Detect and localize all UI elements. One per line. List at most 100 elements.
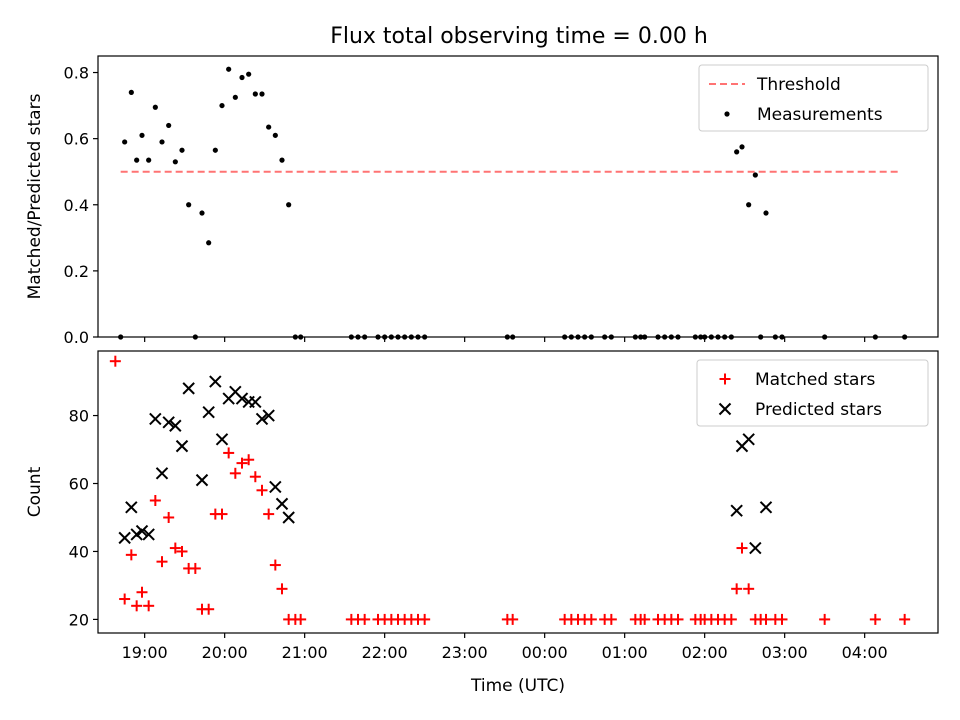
data-point bbox=[195, 473, 209, 487]
data-point bbox=[295, 613, 307, 625]
data-point bbox=[749, 541, 762, 555]
data-point bbox=[236, 457, 248, 469]
data-point bbox=[736, 542, 748, 554]
x-tick-label: 04:00 bbox=[842, 643, 888, 662]
x-axis-label: Time (UTC) bbox=[470, 676, 565, 696]
data-point bbox=[119, 593, 131, 605]
data-point bbox=[226, 66, 232, 72]
data-point bbox=[742, 433, 755, 446]
data-point bbox=[152, 104, 158, 110]
top-axes-frame bbox=[97, 55, 939, 338]
data-point bbox=[209, 375, 222, 388]
data-point bbox=[223, 447, 235, 459]
data-point bbox=[869, 613, 881, 625]
y-tick-label: 0.4 bbox=[64, 196, 89, 215]
data-point bbox=[172, 159, 178, 165]
y-tick-label: 60 bbox=[69, 475, 89, 494]
top-panel: 0.0 0.2 0.4 0.6 0.8 Matched/Predicted stars Th… bbox=[25, 55, 939, 347]
data-point bbox=[235, 392, 249, 405]
legend-entry: Predicted stars bbox=[718, 400, 882, 420]
data-point bbox=[605, 613, 617, 625]
data-point bbox=[269, 480, 282, 494]
data-point bbox=[269, 559, 281, 571]
x-tick-label: 23:00 bbox=[442, 643, 488, 662]
data-point bbox=[507, 613, 519, 625]
data-point bbox=[219, 102, 225, 109]
bottom-y-axis-label: Count bbox=[25, 466, 45, 517]
data-point bbox=[118, 531, 131, 545]
data-point bbox=[731, 583, 743, 595]
data-point bbox=[899, 613, 911, 625]
data-point bbox=[232, 94, 238, 100]
data-point bbox=[202, 405, 215, 419]
data-point bbox=[819, 613, 831, 625]
data-point bbox=[109, 355, 121, 367]
data-point bbox=[746, 202, 752, 208]
data-point bbox=[639, 613, 651, 625]
data-point bbox=[275, 497, 289, 511]
data-point bbox=[143, 600, 155, 612]
data-point bbox=[759, 501, 773, 514]
legend-label: Threshold bbox=[756, 75, 841, 95]
data-point bbox=[125, 549, 137, 561]
data-point bbox=[215, 433, 229, 446]
legend-entry: Threshold bbox=[709, 75, 841, 95]
x-tick-label: 19:00 bbox=[122, 643, 168, 662]
data-point bbox=[763, 210, 769, 216]
x-tick-label: 01:00 bbox=[602, 643, 648, 662]
data-point bbox=[179, 147, 185, 153]
data-point bbox=[136, 586, 148, 598]
data-point bbox=[286, 202, 292, 208]
data-point bbox=[162, 416, 175, 429]
data-point bbox=[128, 89, 134, 95]
figure-title: Flux total observing time = 0.00 h bbox=[330, 24, 708, 49]
data-point bbox=[149, 412, 162, 426]
data-point bbox=[739, 144, 745, 150]
data-point bbox=[212, 147, 218, 153]
data-point bbox=[206, 240, 212, 246]
y-tick-label: 0.6 bbox=[64, 130, 89, 149]
x-tick-label: 02:00 bbox=[682, 643, 728, 662]
data-point bbox=[169, 419, 182, 432]
data-point bbox=[176, 545, 188, 557]
data-point bbox=[419, 613, 431, 625]
data-point bbox=[166, 122, 172, 129]
data-point bbox=[182, 382, 195, 395]
legend-label: Measurements bbox=[757, 105, 883, 125]
data-point bbox=[186, 202, 192, 208]
legend-label: Matched stars bbox=[755, 370, 875, 390]
data-point bbox=[259, 91, 265, 97]
data-point bbox=[135, 524, 149, 538]
top-legend: Threshold Measurements bbox=[698, 64, 929, 132]
data-point bbox=[776, 613, 788, 625]
x-tick-label: 21:00 bbox=[282, 643, 328, 662]
data-point bbox=[156, 556, 168, 568]
data-point bbox=[279, 157, 285, 163]
x-tick-label: 00:00 bbox=[522, 643, 568, 662]
top-y-axis-label: Matched/Predicted stars bbox=[25, 93, 45, 299]
data-point bbox=[131, 600, 143, 612]
data-point bbox=[760, 613, 772, 625]
y-tick-label: 20 bbox=[69, 610, 89, 629]
y-tick-label: 0.2 bbox=[64, 262, 89, 281]
bottom-axes-frame bbox=[97, 350, 939, 634]
legend-swatch bbox=[724, 111, 730, 117]
bottom-legend: Matched stars Predicted stars bbox=[696, 359, 929, 427]
data-point bbox=[359, 613, 371, 625]
data-point bbox=[272, 132, 278, 138]
y-tick-label: 40 bbox=[69, 542, 89, 561]
data-point bbox=[276, 583, 288, 595]
y-tick-label: 0.8 bbox=[64, 64, 89, 83]
data-point bbox=[155, 467, 169, 480]
data-point bbox=[743, 583, 755, 595]
data-point bbox=[149, 494, 161, 506]
data-point bbox=[752, 172, 758, 178]
series-measurements bbox=[118, 66, 908, 340]
data-point bbox=[262, 409, 275, 422]
data-point bbox=[730, 504, 743, 517]
data-point bbox=[282, 511, 295, 524]
data-point bbox=[243, 454, 255, 466]
data-point bbox=[122, 139, 128, 145]
y-tick-label: 80 bbox=[69, 407, 89, 426]
